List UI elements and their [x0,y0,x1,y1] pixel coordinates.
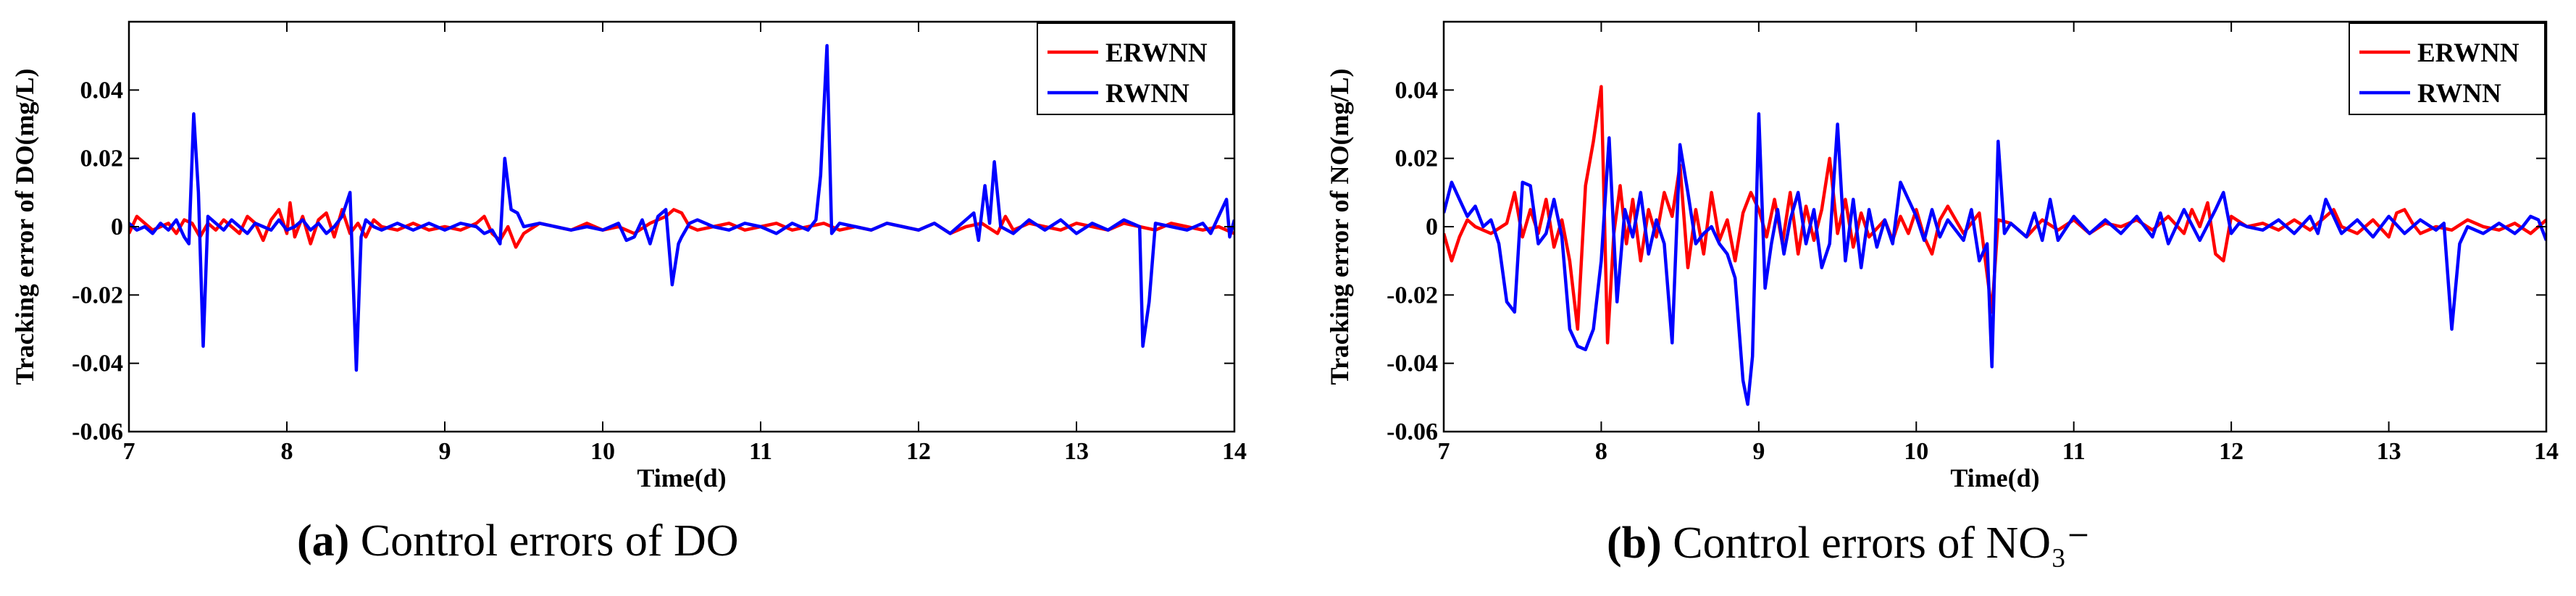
x-tick-label: 8 [281,438,293,465]
x-axis-label: Time(d) [637,463,726,492]
legend-label-rwnn: RWNN [1105,79,1189,109]
chart-panel-b: 7 8 9 10 11 12 13 14 -0.06 -0.04 -0.02 0 0.02 0.04 Tim… [1325,20,2559,492]
x-tick-label: 13 [1064,438,1089,465]
series-line-rwnn [1444,112,2546,406]
legend: ERWNN RWNN [1037,22,1234,115]
x-tick-label: 11 [749,438,772,465]
chart-panel-a: 7 8 9 10 11 12 13 14 -0.06 -0.04 -0.02 0 0.02 0.04 Tim… [10,20,1247,492]
legend-box [2349,22,2546,115]
caption-b-letter: (b) [1607,519,1662,568]
caption-a-letter: (a) [297,516,350,566]
x-tick-label: 14 [2534,438,2559,465]
y-tick-label: 0 [1426,214,1438,240]
y-tick-label: -0.04 [72,351,123,377]
legend: ERWNN RWNN [2349,22,2546,115]
x-tick-label: 12 [2219,438,2243,465]
x-tick-label: 8 [1595,438,1607,465]
x-tick-label: 10 [590,438,615,465]
series-line-rwnn [129,43,1234,372]
y-tick-label: 0 [111,214,123,240]
caption-b: (b) Control errors of NO₃⁻ [1607,516,2090,569]
y-tick-label: 0.04 [1395,77,1439,104]
x-axis-label: Time(d) [1950,463,2039,492]
y-tick-label: 0.02 [80,146,124,172]
x-tick-label: 12 [906,438,931,465]
x-tick-label: 13 [2377,438,2401,465]
x-tick-label: 11 [2062,438,2086,465]
y-tick-label: -0.06 [72,419,123,445]
x-tick-label: 7 [1438,438,1450,465]
caption-b-text: Control errors of NO₃⁻ [1661,519,2091,568]
x-tick-label: 7 [123,438,135,465]
x-tick-label: 10 [1904,438,1928,465]
legend-box [1037,22,1234,115]
y-tick-label: -0.02 [72,282,123,309]
y-axis-label: Tracking error of DO(mg/L) [10,69,39,385]
x-tick-label: 14 [1222,438,1247,465]
x-tick-label: 9 [439,438,451,465]
legend-label-erwnn: ERWNN [2417,38,2519,68]
y-axis-label: Tracking error of NO(mg/L) [1325,69,1354,385]
y-tick-label: 0.02 [1395,146,1439,172]
caption-a: (a) Control errors of DO [297,516,739,567]
legend-label-erwnn: ERWNN [1105,38,1208,68]
y-tick-label: -0.06 [1387,419,1438,445]
y-tick-label: -0.02 [1387,282,1438,309]
y-tick-label: 0.04 [80,77,124,104]
series-line-erwnn [1444,85,2546,345]
caption-a-text: Control errors of DO [349,516,739,566]
legend-label-rwnn: RWNN [2417,79,2501,109]
y-tick-label: -0.04 [1387,351,1438,377]
x-tick-label: 9 [1752,438,1765,465]
